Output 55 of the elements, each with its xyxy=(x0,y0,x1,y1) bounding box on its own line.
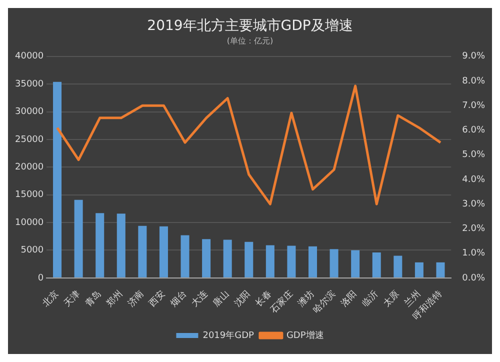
x-tick-label: 烟台 xyxy=(168,288,189,310)
y2-tick-label: 1.0% xyxy=(462,248,486,259)
x-tick-label: 天津 xyxy=(62,288,82,310)
y2-tick-label: 2.0% xyxy=(462,224,486,234)
x-tick-label: 大连 xyxy=(190,288,210,310)
bar xyxy=(351,250,360,278)
bar xyxy=(96,213,104,278)
y-tick-label: 30000 xyxy=(14,107,44,118)
y2-tick-label: 4.0% xyxy=(462,174,486,185)
y-tick-label: 15000 xyxy=(14,190,44,200)
bar xyxy=(53,82,62,278)
bar xyxy=(116,214,126,278)
bar xyxy=(266,245,274,278)
x-tick-label: 洛阳 xyxy=(338,288,360,310)
y-tick-label: 40000 xyxy=(14,52,44,62)
x-tick-label: 青岛 xyxy=(83,288,104,310)
bar xyxy=(244,242,254,278)
y2-tick-label: 3.0% xyxy=(462,199,486,210)
bar xyxy=(394,256,402,278)
bar xyxy=(74,200,83,278)
y-tick-label: 10000 xyxy=(14,218,44,228)
x-tick-label: 沈阳 xyxy=(232,288,253,310)
x-tick-label: 郑州 xyxy=(104,288,125,310)
bar xyxy=(138,226,147,278)
chart-title: 2019年北方主要城市GDP及增速 xyxy=(147,18,353,34)
x-tick-label: 西安 xyxy=(146,288,168,310)
bar xyxy=(414,262,424,278)
x-tick-label: 北京 xyxy=(40,288,62,310)
x-tick-label: 太原 xyxy=(381,288,402,310)
bar xyxy=(287,246,296,278)
legend-label: 2019年GDP xyxy=(202,330,255,341)
bar xyxy=(159,226,168,278)
y-tick-label: 25000 xyxy=(14,134,44,145)
x-tick-label: 临沂 xyxy=(360,288,380,310)
y2-tick-label: 7.0% xyxy=(462,100,486,111)
bar xyxy=(436,262,445,278)
bar xyxy=(223,240,232,278)
y2-tick-label: 5.0% xyxy=(462,150,486,160)
y-tick-label: 20000 xyxy=(14,162,44,172)
bar xyxy=(202,239,211,278)
bar xyxy=(330,249,338,278)
y2-tick-label: 0.0% xyxy=(462,273,486,284)
bar xyxy=(372,252,381,278)
x-tick-label: 济南 xyxy=(126,288,146,310)
y-tick-label: 5000 xyxy=(20,246,44,256)
y2-tick-label: 9.0% xyxy=(462,52,486,62)
y2-tick-label: 8.0% xyxy=(462,76,486,86)
legend-label: GDP增速 xyxy=(286,330,324,341)
y-tick-label: 35000 xyxy=(14,79,44,90)
x-tick-label: 唐山 xyxy=(210,288,232,310)
bar xyxy=(180,235,190,278)
y2-tick-label: 6.0% xyxy=(462,126,486,136)
y-tick-label: 0 xyxy=(38,273,44,284)
chart-subtitle: (单位：亿元) xyxy=(226,36,274,46)
bar xyxy=(308,246,318,278)
